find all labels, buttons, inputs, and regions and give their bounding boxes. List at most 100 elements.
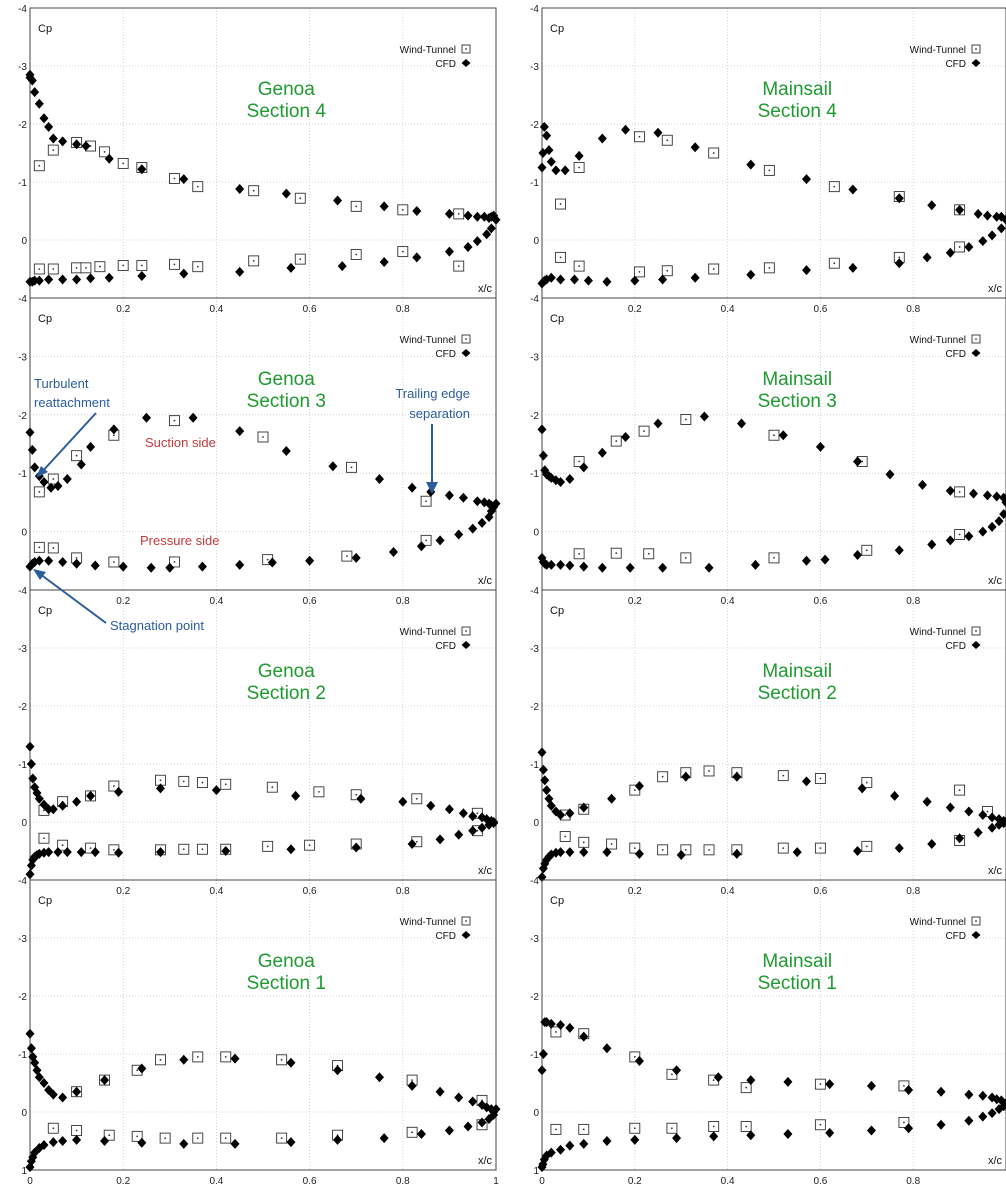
cfd-point (538, 450, 548, 461)
wind-tunnel-point-dot (318, 790, 320, 793)
wind-tunnel-point-dot (708, 770, 710, 772)
cfd-point (853, 846, 863, 856)
legend-wind-tunnel-label: Wind-Tunnel (400, 627, 456, 638)
wind-tunnel-point-dot (136, 1135, 139, 1138)
wind-tunnel-point-dot (564, 835, 567, 838)
annotation-turbulent-arrow-head (36, 466, 48, 478)
cfd-point (435, 834, 445, 845)
panel-title: Genoa (258, 661, 315, 682)
cfd-point (602, 847, 612, 858)
y-tick-label: -4 (530, 876, 539, 887)
wind-tunnel-point-dot (661, 848, 664, 851)
y-tick-label: -4 (18, 294, 27, 305)
cfd-point (486, 223, 496, 234)
cfd-point (118, 561, 128, 572)
y-tick-label: -3 (18, 934, 27, 945)
wind-tunnel-point-dot (684, 556, 687, 559)
annotation-stagnation-arrow-line (39, 573, 107, 624)
legend-cfd-label: CFD (945, 349, 966, 360)
wind-tunnel-point-dot (355, 793, 358, 796)
cfd-point (894, 193, 904, 204)
cfd-point (337, 261, 347, 272)
cfd-point (407, 1080, 417, 1091)
cfd-point (973, 208, 983, 219)
cfd-point (86, 273, 96, 284)
wind-tunnel-point-dot (280, 1058, 283, 1061)
x-tick-label: 0.6 (813, 596, 827, 607)
wind-tunnel-point-dot (355, 253, 358, 256)
cfd-point (681, 771, 691, 782)
cfd-point (34, 555, 44, 566)
wind-tunnel-point-dot (401, 208, 404, 211)
legend-cfd-label: CFD (945, 641, 966, 652)
cfd-point (866, 1080, 876, 1091)
wind-tunnel-point-dot (633, 1056, 636, 1058)
wind-tunnel-point-dot (578, 460, 581, 463)
legend-cfd-marker (971, 59, 981, 67)
cfd-point (25, 869, 35, 880)
cfd-point (607, 793, 617, 804)
cfd-point (853, 456, 863, 467)
cfd-point (27, 444, 37, 455)
cfd-point (211, 785, 221, 796)
cfd-point (634, 781, 644, 792)
cfd-point (58, 556, 68, 567)
wind-tunnel-point-dot (819, 1083, 822, 1086)
cfd-point (137, 270, 147, 281)
x-tick-label: 0.8 (906, 886, 920, 897)
cfd-point (39, 113, 49, 124)
y-tick-label: 1 (21, 1166, 27, 1177)
wind-tunnel-point-dot (476, 812, 479, 815)
cfd-point (690, 272, 700, 283)
wind-tunnel-point-dot (122, 162, 125, 165)
cfd-point (546, 1147, 556, 1158)
wind-tunnel-point-dot (262, 436, 264, 438)
wind-tunnel-point-dot (661, 775, 664, 778)
x-tick-label: 0.2 (116, 304, 130, 315)
legend-wind-tunnel-dot (975, 630, 977, 632)
cfd-point (44, 121, 54, 132)
cfd-point (291, 790, 301, 801)
cfd-point (81, 141, 91, 152)
panel-title: Mainsail (762, 951, 832, 972)
wind-tunnel-point-dot (861, 460, 864, 463)
wind-tunnel-point-dot (833, 185, 836, 188)
cfd-point (26, 1043, 36, 1054)
cfd-point (351, 842, 361, 853)
cfd-point (221, 846, 231, 856)
cfd-point (672, 1065, 682, 1076)
y-tick-label: -1 (530, 1050, 539, 1061)
cfd-point (48, 133, 58, 144)
cfd-point (379, 257, 389, 268)
cfd-point (964, 1115, 974, 1126)
wind-tunnel-point-dot (633, 789, 636, 791)
wind-tunnel-point-dot (52, 149, 55, 152)
cfd-point (491, 1104, 501, 1115)
y-axis-label: Cp (550, 605, 564, 617)
wind-tunnel-point-dot (559, 256, 562, 259)
x-tick-label: 0.4 (209, 596, 223, 607)
annotation-suction-side: Suction side (145, 435, 216, 450)
wind-tunnel-point-dot (52, 268, 55, 270)
wind-tunnel-point-dot (112, 848, 115, 851)
cfd-point (546, 1018, 556, 1029)
x-tick-label: 0.4 (209, 304, 223, 315)
wind-tunnel-point-dot (643, 430, 645, 433)
wind-tunnel-point-dot (782, 847, 785, 849)
annotation-stagnation-point: Stagnation point (110, 618, 204, 633)
cfd-point (412, 206, 422, 216)
cfd-point (565, 808, 575, 819)
x-tick-label: 0.4 (209, 886, 223, 897)
cfd-point (72, 274, 82, 285)
wind-tunnel-point-dot (898, 256, 901, 259)
cfd-point (435, 1086, 445, 1097)
cfd-point (653, 418, 663, 429)
cfd-point (165, 562, 175, 573)
plot-frame (541, 879, 1006, 1171)
y-tick-label: -3 (530, 62, 539, 73)
wind-tunnel-point-dot (173, 263, 176, 266)
cfd-point (792, 847, 802, 858)
cfd-point (551, 165, 561, 176)
y-axis-label: Cp (38, 605, 52, 617)
wind-tunnel-point-dot (401, 250, 404, 253)
